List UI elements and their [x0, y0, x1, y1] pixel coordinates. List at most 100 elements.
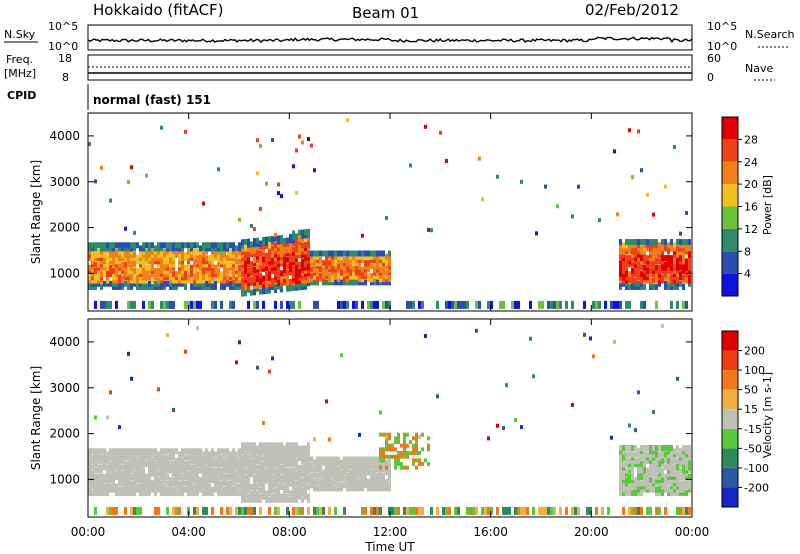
power-cell	[247, 283, 250, 290]
velocity-cell	[670, 454, 673, 461]
power-cell	[676, 239, 679, 246]
power-cell	[154, 283, 157, 290]
power-cell	[325, 266, 328, 273]
velocity-cell	[274, 467, 277, 474]
velocity-cell	[214, 477, 217, 484]
power-cell	[133, 280, 136, 287]
velocity-cell	[625, 445, 628, 452]
power-cell	[271, 239, 274, 246]
power-cell	[241, 284, 244, 291]
power-cell	[367, 260, 370, 267]
velocity-cell	[196, 451, 199, 458]
power-cell	[241, 245, 244, 252]
power-cell	[307, 264, 310, 271]
power-cell	[193, 277, 196, 284]
velocity-cell	[289, 448, 292, 455]
power-cell	[625, 248, 628, 255]
power-cell	[289, 269, 292, 276]
velocity-cell	[667, 486, 670, 493]
power-cell	[679, 280, 682, 287]
power-cell	[94, 245, 97, 252]
power-cell	[199, 300, 202, 309]
power-cell	[631, 255, 634, 262]
power-cell	[370, 256, 373, 263]
velocity-cell	[100, 464, 103, 471]
velocity-cell	[364, 462, 367, 469]
velocity-cell	[175, 489, 178, 496]
velocity-cell	[214, 457, 217, 464]
velocity-cell	[532, 506, 535, 515]
velocity-cell	[139, 473, 142, 480]
power-cell	[676, 245, 679, 252]
velocity-cell	[682, 473, 685, 480]
velocity-cell	[373, 456, 376, 463]
velocity-cell	[268, 455, 271, 462]
velocity-cell	[259, 471, 262, 478]
power-cell	[304, 235, 307, 242]
power-cell	[247, 251, 250, 258]
power-cell	[106, 264, 109, 271]
power-cell	[199, 248, 202, 255]
velocity-cell	[259, 496, 262, 503]
velocity-cell	[280, 451, 283, 458]
velocity-cell	[367, 478, 370, 485]
power-cell	[385, 279, 388, 286]
velocity-cell	[505, 506, 508, 515]
power-cell	[628, 277, 631, 284]
velocity-cell	[334, 478, 337, 485]
velocity-cell	[277, 506, 280, 515]
velocity-cell	[403, 454, 406, 459]
velocity-cell	[661, 467, 664, 474]
velocity-cell	[682, 506, 685, 515]
power-cell	[220, 245, 223, 252]
velocity-cell	[283, 445, 286, 452]
power-cell	[148, 245, 151, 252]
power-cell	[157, 258, 160, 265]
colorbar-label: 28	[744, 133, 758, 146]
velocity-cell	[280, 455, 283, 462]
power-cell	[382, 300, 385, 309]
power-cell	[157, 255, 160, 262]
power-cell	[352, 269, 355, 276]
velocity-cell	[187, 473, 190, 480]
power-cell	[241, 258, 244, 265]
velocity-cell	[250, 451, 253, 458]
velocity-cell	[160, 480, 163, 487]
velocity-cell	[364, 456, 367, 463]
velocity-cell	[649, 506, 652, 515]
velocity-cell	[157, 454, 160, 461]
velocity-cell	[319, 482, 322, 489]
velocity-cell	[394, 462, 397, 466]
velocity-cell	[670, 489, 673, 496]
velocity-cell	[205, 454, 208, 461]
velocity-cell	[124, 470, 127, 477]
velocity-cell	[190, 470, 193, 477]
power-cell	[619, 261, 622, 268]
y-tick-label: 1000	[49, 266, 80, 280]
velocity-cell	[379, 472, 382, 479]
time-axis-label: Time UT	[364, 540, 415, 554]
velocity-cell	[115, 483, 118, 490]
power-cell	[121, 277, 124, 284]
velocity-cell	[115, 473, 118, 480]
power-cell	[340, 253, 343, 260]
power-cell	[682, 300, 685, 309]
colorbar-swatch	[722, 428, 738, 449]
velocity-cell	[193, 470, 196, 477]
velocity-cell	[349, 456, 352, 463]
velocity-cell	[385, 432, 388, 437]
velocity-cell	[121, 457, 124, 464]
power-cell	[343, 250, 346, 257]
velocity-cell	[229, 467, 232, 474]
power-cell	[253, 270, 256, 277]
velocity-cell	[589, 336, 592, 341]
power-cell	[658, 251, 661, 258]
velocity-cell	[223, 473, 226, 480]
velocity-cell	[223, 477, 226, 484]
velocity-cell	[673, 470, 676, 477]
colorbar-label: 24	[744, 156, 758, 169]
power-cell	[322, 276, 325, 283]
velocity-cell	[217, 470, 220, 477]
power-cell	[382, 266, 385, 273]
velocity-cell	[199, 454, 202, 461]
